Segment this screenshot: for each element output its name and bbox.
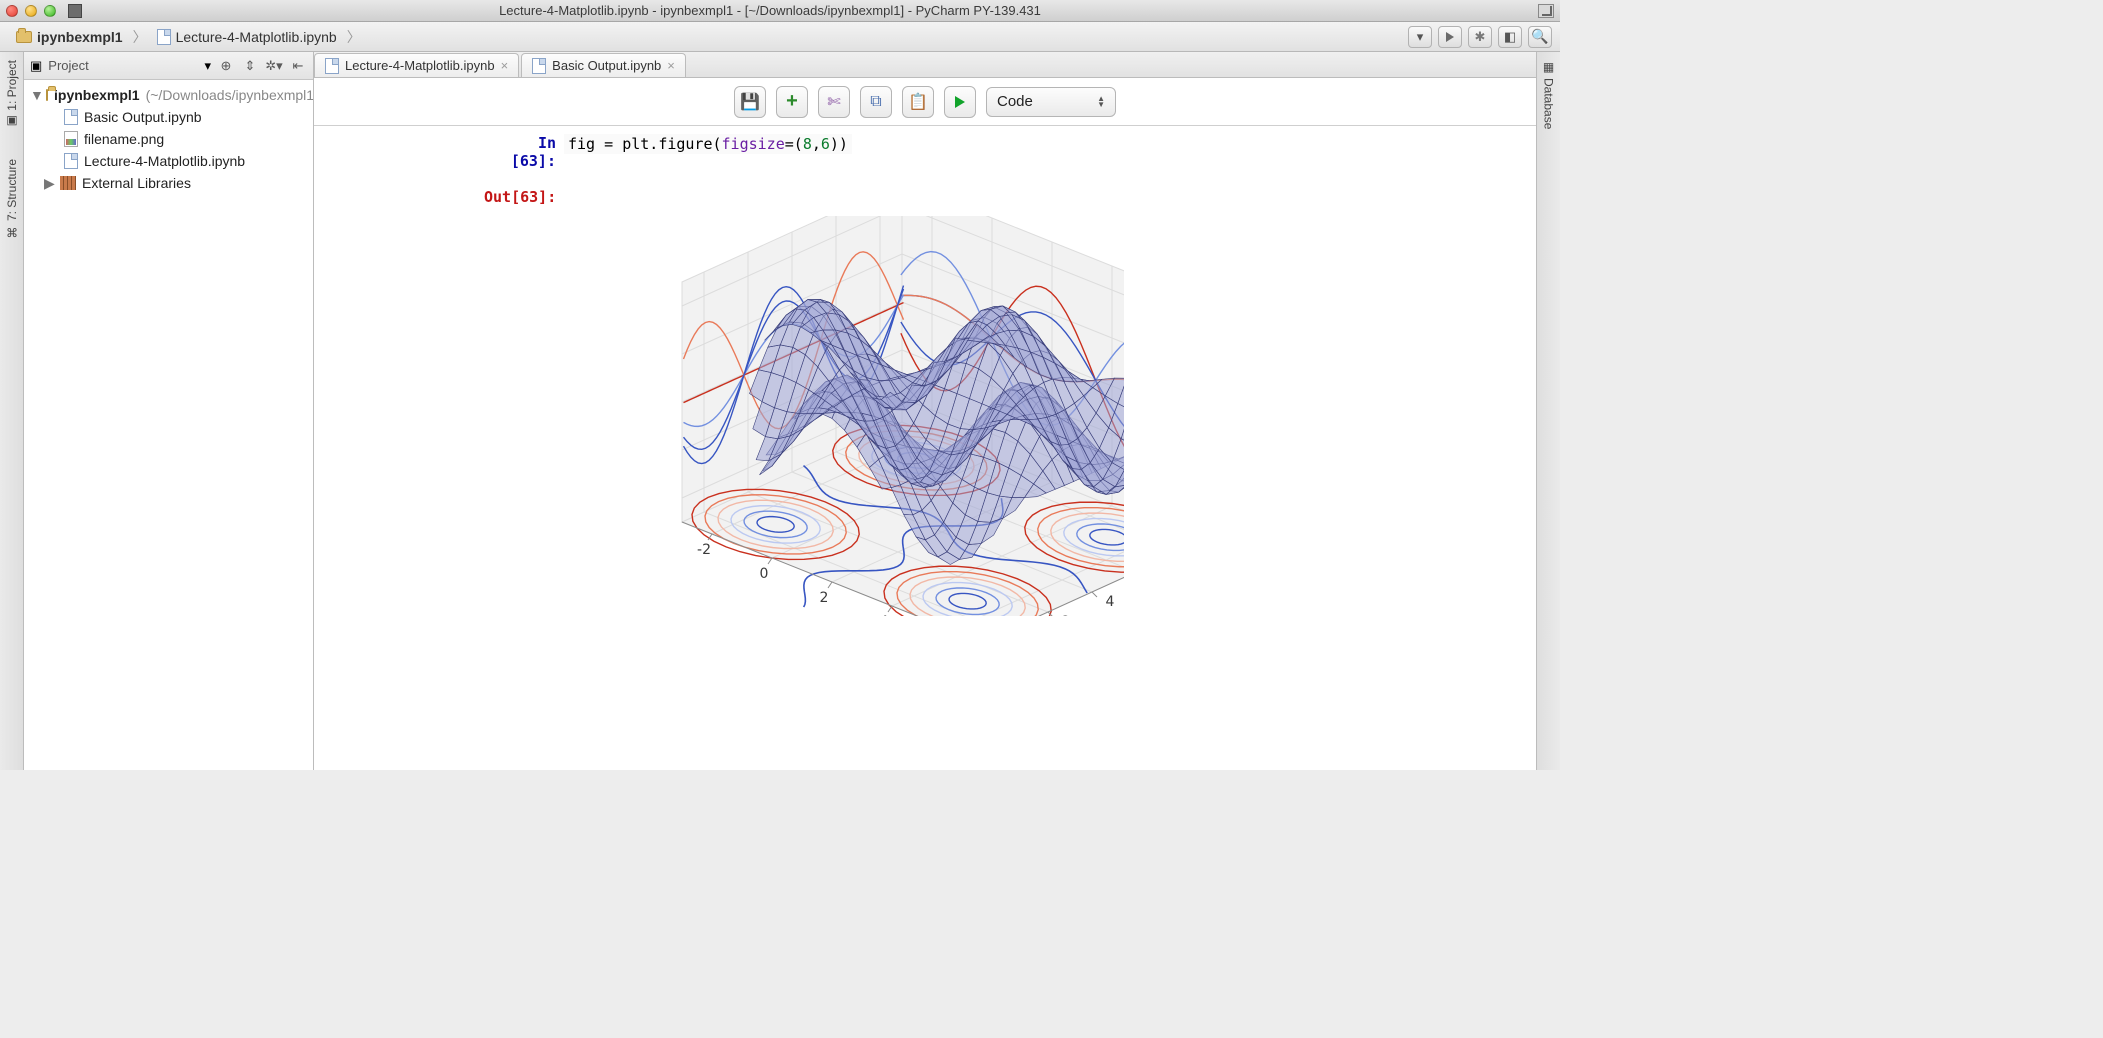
plot-output: -2024602468-20246	[564, 216, 1516, 616]
tree-item-label: Basic Output.ipynb	[84, 109, 202, 125]
database-tab-label: Database	[1542, 78, 1556, 129]
project-tab-icon: ▣	[5, 115, 19, 129]
editor-tabs: Lecture-4-Matplotlib.ipynb × Basic Outpu…	[314, 52, 1536, 78]
project-tree: ▼ ipynbexmpl1 (~/Downloads/ipynbexmpl1) …	[24, 80, 313, 198]
structure-tab-label: 7: Structure	[5, 159, 19, 221]
search-everywhere-button[interactable]: 🔍	[1528, 26, 1552, 48]
editor-tab-lecture4[interactable]: Lecture-4-Matplotlib.ipynb ×	[314, 53, 519, 77]
left-tool-strip: ▣ 1: Project ⌘ 7: Structure	[0, 52, 24, 770]
notebook-file-icon	[64, 153, 78, 169]
tree-item-filename-png[interactable]: filename.png	[24, 128, 313, 150]
svg-text:2: 2	[1062, 614, 1071, 616]
code-content[interactable]: fig = plt.figure(figsize=(8,6))	[564, 134, 852, 154]
svg-text:-2: -2	[697, 542, 711, 558]
tree-root-label: ipynbexmpl1	[54, 87, 140, 103]
input-prompt: In [63]:	[484, 134, 564, 170]
output-cell: Out[63]:	[484, 188, 1516, 206]
image-file-icon	[64, 131, 78, 147]
matplotlib-3d-figure: -2024602468-20246	[564, 216, 1124, 616]
play-icon	[1446, 32, 1454, 42]
debug-button[interactable]: ✱	[1468, 26, 1492, 48]
tree-root-path: (~/Downloads/ipynbexmpl1)	[146, 87, 313, 103]
notebook-file-icon	[157, 29, 171, 45]
input-cell[interactable]: In [63]: fig = plt.figure(figsize=(8,6))	[484, 134, 1516, 170]
breadcrumb-separator: 〉	[347, 27, 361, 47]
window-title: Lecture-4-Matplotlib.ipynb - ipynbexmpl1…	[8, 3, 1532, 18]
svg-text:4: 4	[1106, 594, 1115, 610]
cell-type-label: Code	[997, 93, 1033, 110]
dropdown-arrows-icon: ▲▼	[1097, 96, 1105, 108]
folder-icon	[16, 31, 32, 43]
tree-item-basic-output[interactable]: Basic Output.ipynb	[24, 106, 313, 128]
tab-label: Lecture-4-Matplotlib.ipynb	[345, 58, 495, 73]
navigation-bar: ipynbexmpl1 〉 Lecture-4-Matplotlib.ipynb…	[0, 22, 1560, 52]
tree-item-lecture4[interactable]: Lecture-4-Matplotlib.ipynb	[24, 150, 313, 172]
expand-arrow-icon[interactable]: ▶	[44, 175, 54, 192]
cut-cell-button[interactable]: ✄	[818, 86, 850, 118]
tab-label: Basic Output.ipynb	[552, 58, 661, 73]
notebook-file-icon	[325, 58, 339, 74]
paste-cell-button[interactable]: 📋	[902, 86, 934, 118]
notebook-toolbar: 💾 + ✄ ⧉ 📋 Code ▲▼	[314, 78, 1536, 126]
project-panel-title: Project	[48, 58, 198, 73]
breadcrumb-file-label: Lecture-4-Matplotlib.ipynb	[176, 29, 337, 45]
hide-panel-button[interactable]: ⇤	[289, 57, 307, 75]
coverage-button[interactable]: ◧	[1498, 26, 1522, 48]
libraries-icon	[60, 176, 76, 190]
play-icon	[955, 96, 965, 108]
notebook-body: In [63]: fig = plt.figure(figsize=(8,6))…	[314, 126, 1536, 770]
editor-area: Lecture-4-Matplotlib.ipynb × Basic Outpu…	[314, 52, 1536, 770]
window-resize-icon[interactable]	[1538, 4, 1554, 18]
cell-type-dropdown[interactable]: Code ▲▼	[986, 87, 1116, 117]
save-button[interactable]: 💾	[734, 86, 766, 118]
svg-text:0: 0	[760, 566, 769, 582]
expand-arrow-icon[interactable]: ▼	[30, 87, 40, 103]
svg-text:4: 4	[880, 614, 889, 616]
run-button[interactable]	[1438, 26, 1462, 48]
project-view-dropdown[interactable]: ▾	[204, 58, 211, 74]
project-view-icon: ▣	[30, 58, 42, 74]
tree-ext-label: External Libraries	[82, 175, 191, 191]
run-cell-button[interactable]	[944, 86, 976, 118]
breadcrumb-project[interactable]: ipynbexmpl1	[8, 26, 131, 48]
editor-tab-basic-output[interactable]: Basic Output.ipynb ×	[521, 53, 686, 77]
tree-item-label: Lecture-4-Matplotlib.ipynb	[84, 153, 245, 169]
main-area: ▣ 1: Project ⌘ 7: Structure ▣ Project ▾ …	[0, 52, 1560, 770]
close-tab-icon[interactable]: ×	[501, 58, 509, 73]
copy-cell-button[interactable]: ⧉	[860, 86, 892, 118]
collapse-all-button[interactable]: ⇕	[241, 57, 259, 75]
breadcrumb-file[interactable]: Lecture-4-Matplotlib.ipynb	[149, 26, 345, 48]
settings-gear-icon[interactable]: ✲▾	[265, 57, 283, 75]
tool-tab-database[interactable]: ▦ Database	[1542, 60, 1556, 129]
breadcrumb-project-label: ipynbexmpl1	[37, 29, 123, 45]
tree-external-libraries[interactable]: ▶ External Libraries	[24, 172, 313, 194]
project-tab-label: 1: Project	[5, 60, 19, 111]
window-titlebar: Lecture-4-Matplotlib.ipynb - ipynbexmpl1…	[0, 0, 1560, 22]
tool-tab-structure[interactable]: ⌘ 7: Structure	[5, 159, 19, 239]
right-tool-strip: ▦ Database	[1536, 52, 1560, 770]
svg-text:2: 2	[820, 590, 829, 606]
tree-root[interactable]: ▼ ipynbexmpl1 (~/Downloads/ipynbexmpl1)	[24, 84, 313, 106]
tree-item-label: filename.png	[84, 131, 164, 147]
structure-tab-icon: ⌘	[5, 225, 19, 239]
folder-icon	[46, 89, 48, 101]
tool-tab-project[interactable]: ▣ 1: Project	[5, 60, 19, 129]
run-config-dropdown[interactable]: ▾	[1408, 26, 1432, 48]
notebook-file-icon	[532, 58, 546, 74]
database-tab-icon: ▦	[1542, 60, 1556, 74]
project-tool-window: ▣ Project ▾ ⊕ ⇕ ✲▾ ⇤ ▼ ipynbexmpl1 (~/Do…	[24, 52, 314, 770]
locate-file-button[interactable]: ⊕	[217, 57, 235, 75]
add-cell-button[interactable]: +	[776, 86, 808, 118]
close-tab-icon[interactable]: ×	[667, 58, 675, 73]
output-prompt: Out[63]:	[484, 188, 564, 206]
notebook-file-icon	[64, 109, 78, 125]
breadcrumb-separator: 〉	[133, 27, 147, 47]
project-panel-header: ▣ Project ▾ ⊕ ⇕ ✲▾ ⇤	[24, 52, 313, 80]
